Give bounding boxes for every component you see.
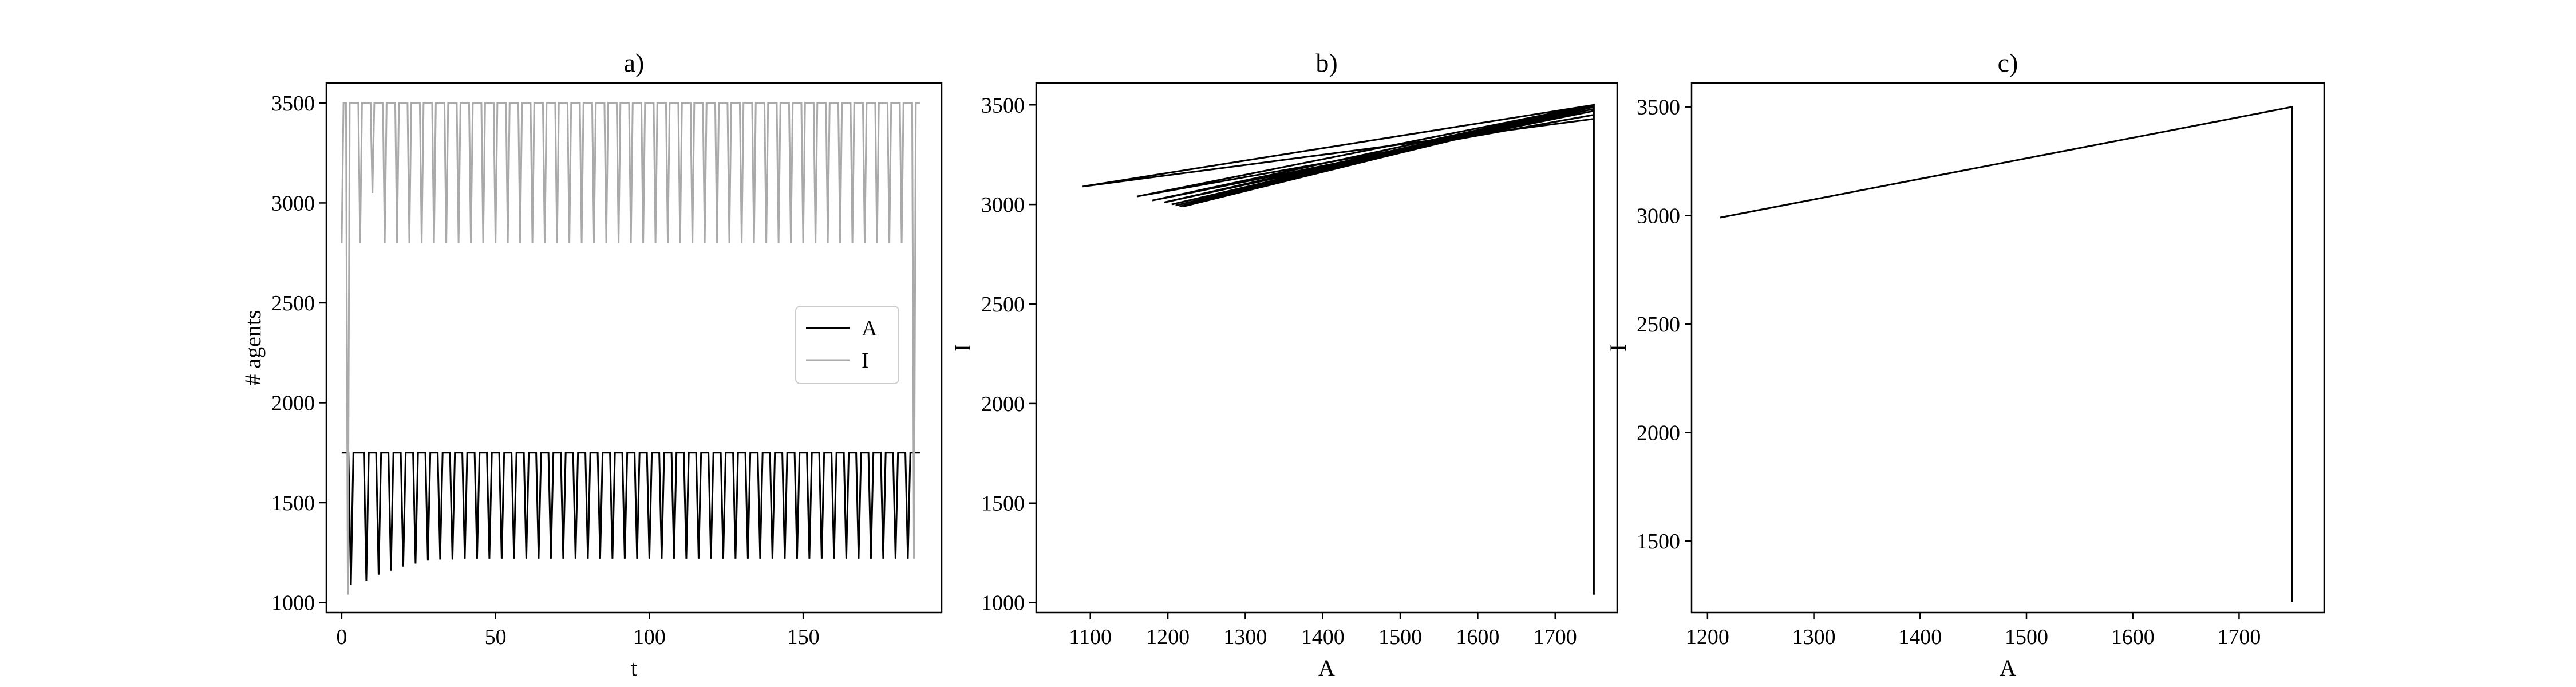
- plot-frame: [325, 82, 943, 614]
- x-axis-label: t: [631, 655, 637, 681]
- panel-a: a) 0 50 100 150 1000 1500 2000 2500 3000 3500 t # ag…: [240, 48, 943, 681]
- chart-title: c): [1998, 48, 2018, 77]
- x-tick-label: 1700: [1534, 625, 1577, 649]
- series-line-A: [341, 452, 920, 585]
- x-tick-label: 1200: [1686, 625, 1729, 649]
- x-axis-label: A: [2000, 655, 2016, 681]
- y-tick-label: 2500: [1637, 313, 1680, 337]
- legend-box: [795, 306, 899, 384]
- y-tick-label: 2500: [981, 293, 1025, 317]
- x-tick-label: 1700: [2217, 625, 2261, 649]
- x-tick-label: 1400: [1301, 625, 1345, 649]
- y-tick-label: 1500: [981, 492, 1025, 516]
- y-tick-label: 3000: [981, 193, 1025, 217]
- y-axis-label: I: [950, 344, 975, 352]
- y-tick-label: 2000: [981, 392, 1025, 416]
- x-tick-label: 1300: [1792, 625, 1836, 649]
- x-tick-label: 1300: [1223, 625, 1267, 649]
- y-tick-label: 3500: [271, 92, 315, 116]
- plot-frame: [1690, 82, 2325, 614]
- x-tick-label: 1600: [1456, 625, 1499, 649]
- y-tick-label: 3000: [271, 191, 315, 215]
- legend-entry: I: [862, 349, 869, 373]
- y-tick-label: 2000: [271, 391, 315, 415]
- y-tick-label: 2000: [1637, 421, 1680, 445]
- x-tick-label: 50: [485, 625, 507, 649]
- series-line: [1720, 105, 2293, 602]
- y-axis-label: # agents: [240, 310, 266, 385]
- legend: AI: [795, 306, 899, 384]
- x-tick-label: 1400: [1898, 625, 1942, 649]
- x-tick-label: 1100: [1069, 625, 1112, 649]
- y-tick-label: 1500: [1637, 530, 1680, 554]
- series-line: [1082, 104, 1595, 595]
- x-tick-label: 1500: [2005, 625, 2048, 649]
- plot-frame: [1035, 82, 1618, 614]
- panel-b: b) 1100 1200 1300 1400 1500 1600 1700 1000 1500 20…: [950, 48, 1618, 681]
- legend-entry: A: [862, 317, 878, 341]
- x-axis-label: A: [1318, 655, 1335, 681]
- chart-title: a): [624, 48, 645, 77]
- panel-c: c) 1200 1300 1400 1500 1600 1700 1500 2000 2500 30…: [1605, 48, 2325, 681]
- y-tick-label: 3000: [1637, 204, 1680, 228]
- y-axis-label: I: [1605, 344, 1631, 352]
- y-tick-label: 1500: [271, 491, 315, 515]
- x-tick-label: 100: [633, 625, 666, 649]
- series-line-I: [341, 102, 920, 595]
- x-tick-label: 1600: [2111, 625, 2155, 649]
- y-tick-label: 3500: [1637, 96, 1680, 120]
- chart-title: b): [1315, 48, 1337, 77]
- x-tick-label: 1200: [1146, 625, 1190, 649]
- x-tick-label: 150: [787, 625, 820, 649]
- y-tick-label: 3500: [981, 93, 1025, 117]
- y-tick-label: 1000: [981, 591, 1025, 615]
- x-tick-label: 0: [336, 625, 347, 649]
- x-tick-label: 1500: [1378, 625, 1422, 649]
- y-tick-label: 1000: [271, 591, 315, 615]
- y-tick-label: 2500: [271, 291, 315, 315]
